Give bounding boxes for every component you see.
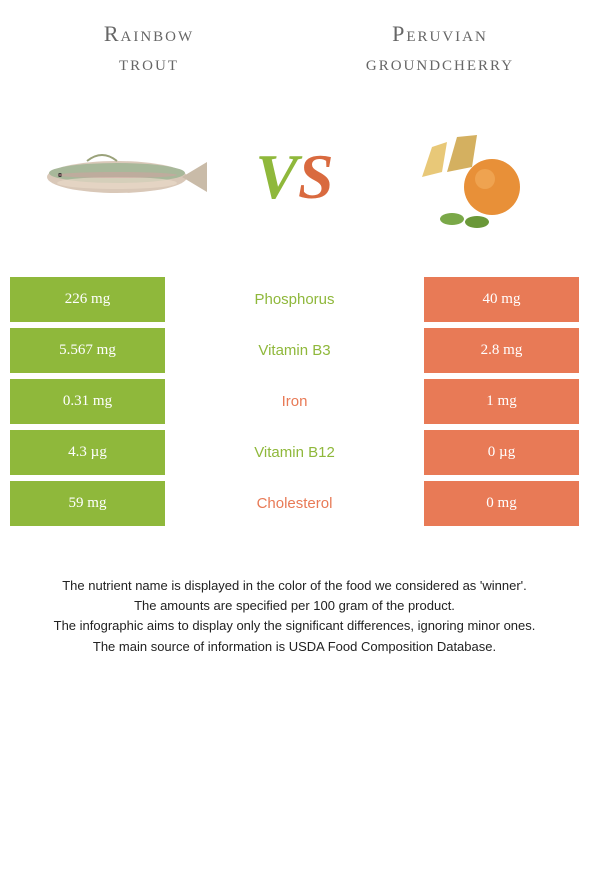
food-right-name-line1: Peruvian: [392, 21, 488, 46]
table-row: 0.31 mg Iron 1 mg: [10, 379, 579, 424]
footer-line: The infographic aims to display only the…: [30, 616, 559, 636]
nutrient-name: Vitamin B3: [165, 328, 424, 373]
left-value: 226 mg: [10, 277, 165, 322]
food-left-title: Rainbow trout: [30, 20, 268, 77]
table-row: 4.3 µg Vitamin B12 0 µg: [10, 430, 579, 475]
image-row: VS: [0, 87, 589, 277]
vs-v: V: [255, 141, 298, 212]
nutrient-name: Cholesterol: [165, 481, 424, 526]
footer-notes: The nutrient name is displayed in the co…: [0, 576, 589, 657]
nutrient-name: Phosphorus: [165, 277, 424, 322]
footer-line: The amounts are specified per 100 gram o…: [30, 596, 559, 616]
right-value: 1 mg: [424, 379, 579, 424]
food-left-name-line1: Rainbow: [104, 21, 194, 46]
food-left-name-line2: trout: [119, 50, 179, 75]
right-value: 0 mg: [424, 481, 579, 526]
vs-label: VS: [255, 140, 333, 214]
right-value: 40 mg: [424, 277, 579, 322]
food-right-image: [377, 117, 557, 237]
nutrient-name: Iron: [165, 379, 424, 424]
left-value: 59 mg: [10, 481, 165, 526]
groundcherry-icon: [397, 117, 537, 237]
header: Rainbow trout Peruvian groundcherry: [0, 0, 589, 87]
vs-s: S: [298, 141, 334, 212]
food-right-title: Peruvian groundcherry: [321, 20, 559, 77]
table-row: 5.567 mg Vitamin B3 2.8 mg: [10, 328, 579, 373]
right-value: 2.8 mg: [424, 328, 579, 373]
right-value: 0 µg: [424, 430, 579, 475]
table-row: 59 mg Cholesterol 0 mg: [10, 481, 579, 526]
footer-line: The nutrient name is displayed in the co…: [30, 576, 559, 596]
comparison-table: 226 mg Phosphorus 40 mg 5.567 mg Vitamin…: [10, 277, 579, 526]
left-value: 5.567 mg: [10, 328, 165, 373]
food-left-image: [32, 117, 212, 237]
table-row: 226 mg Phosphorus 40 mg: [10, 277, 579, 322]
nutrient-name: Vitamin B12: [165, 430, 424, 475]
trout-icon: [32, 137, 212, 217]
left-value: 4.3 µg: [10, 430, 165, 475]
footer-line: The main source of information is USDA F…: [30, 637, 559, 657]
left-value: 0.31 mg: [10, 379, 165, 424]
food-right-name-line2: groundcherry: [366, 50, 514, 75]
